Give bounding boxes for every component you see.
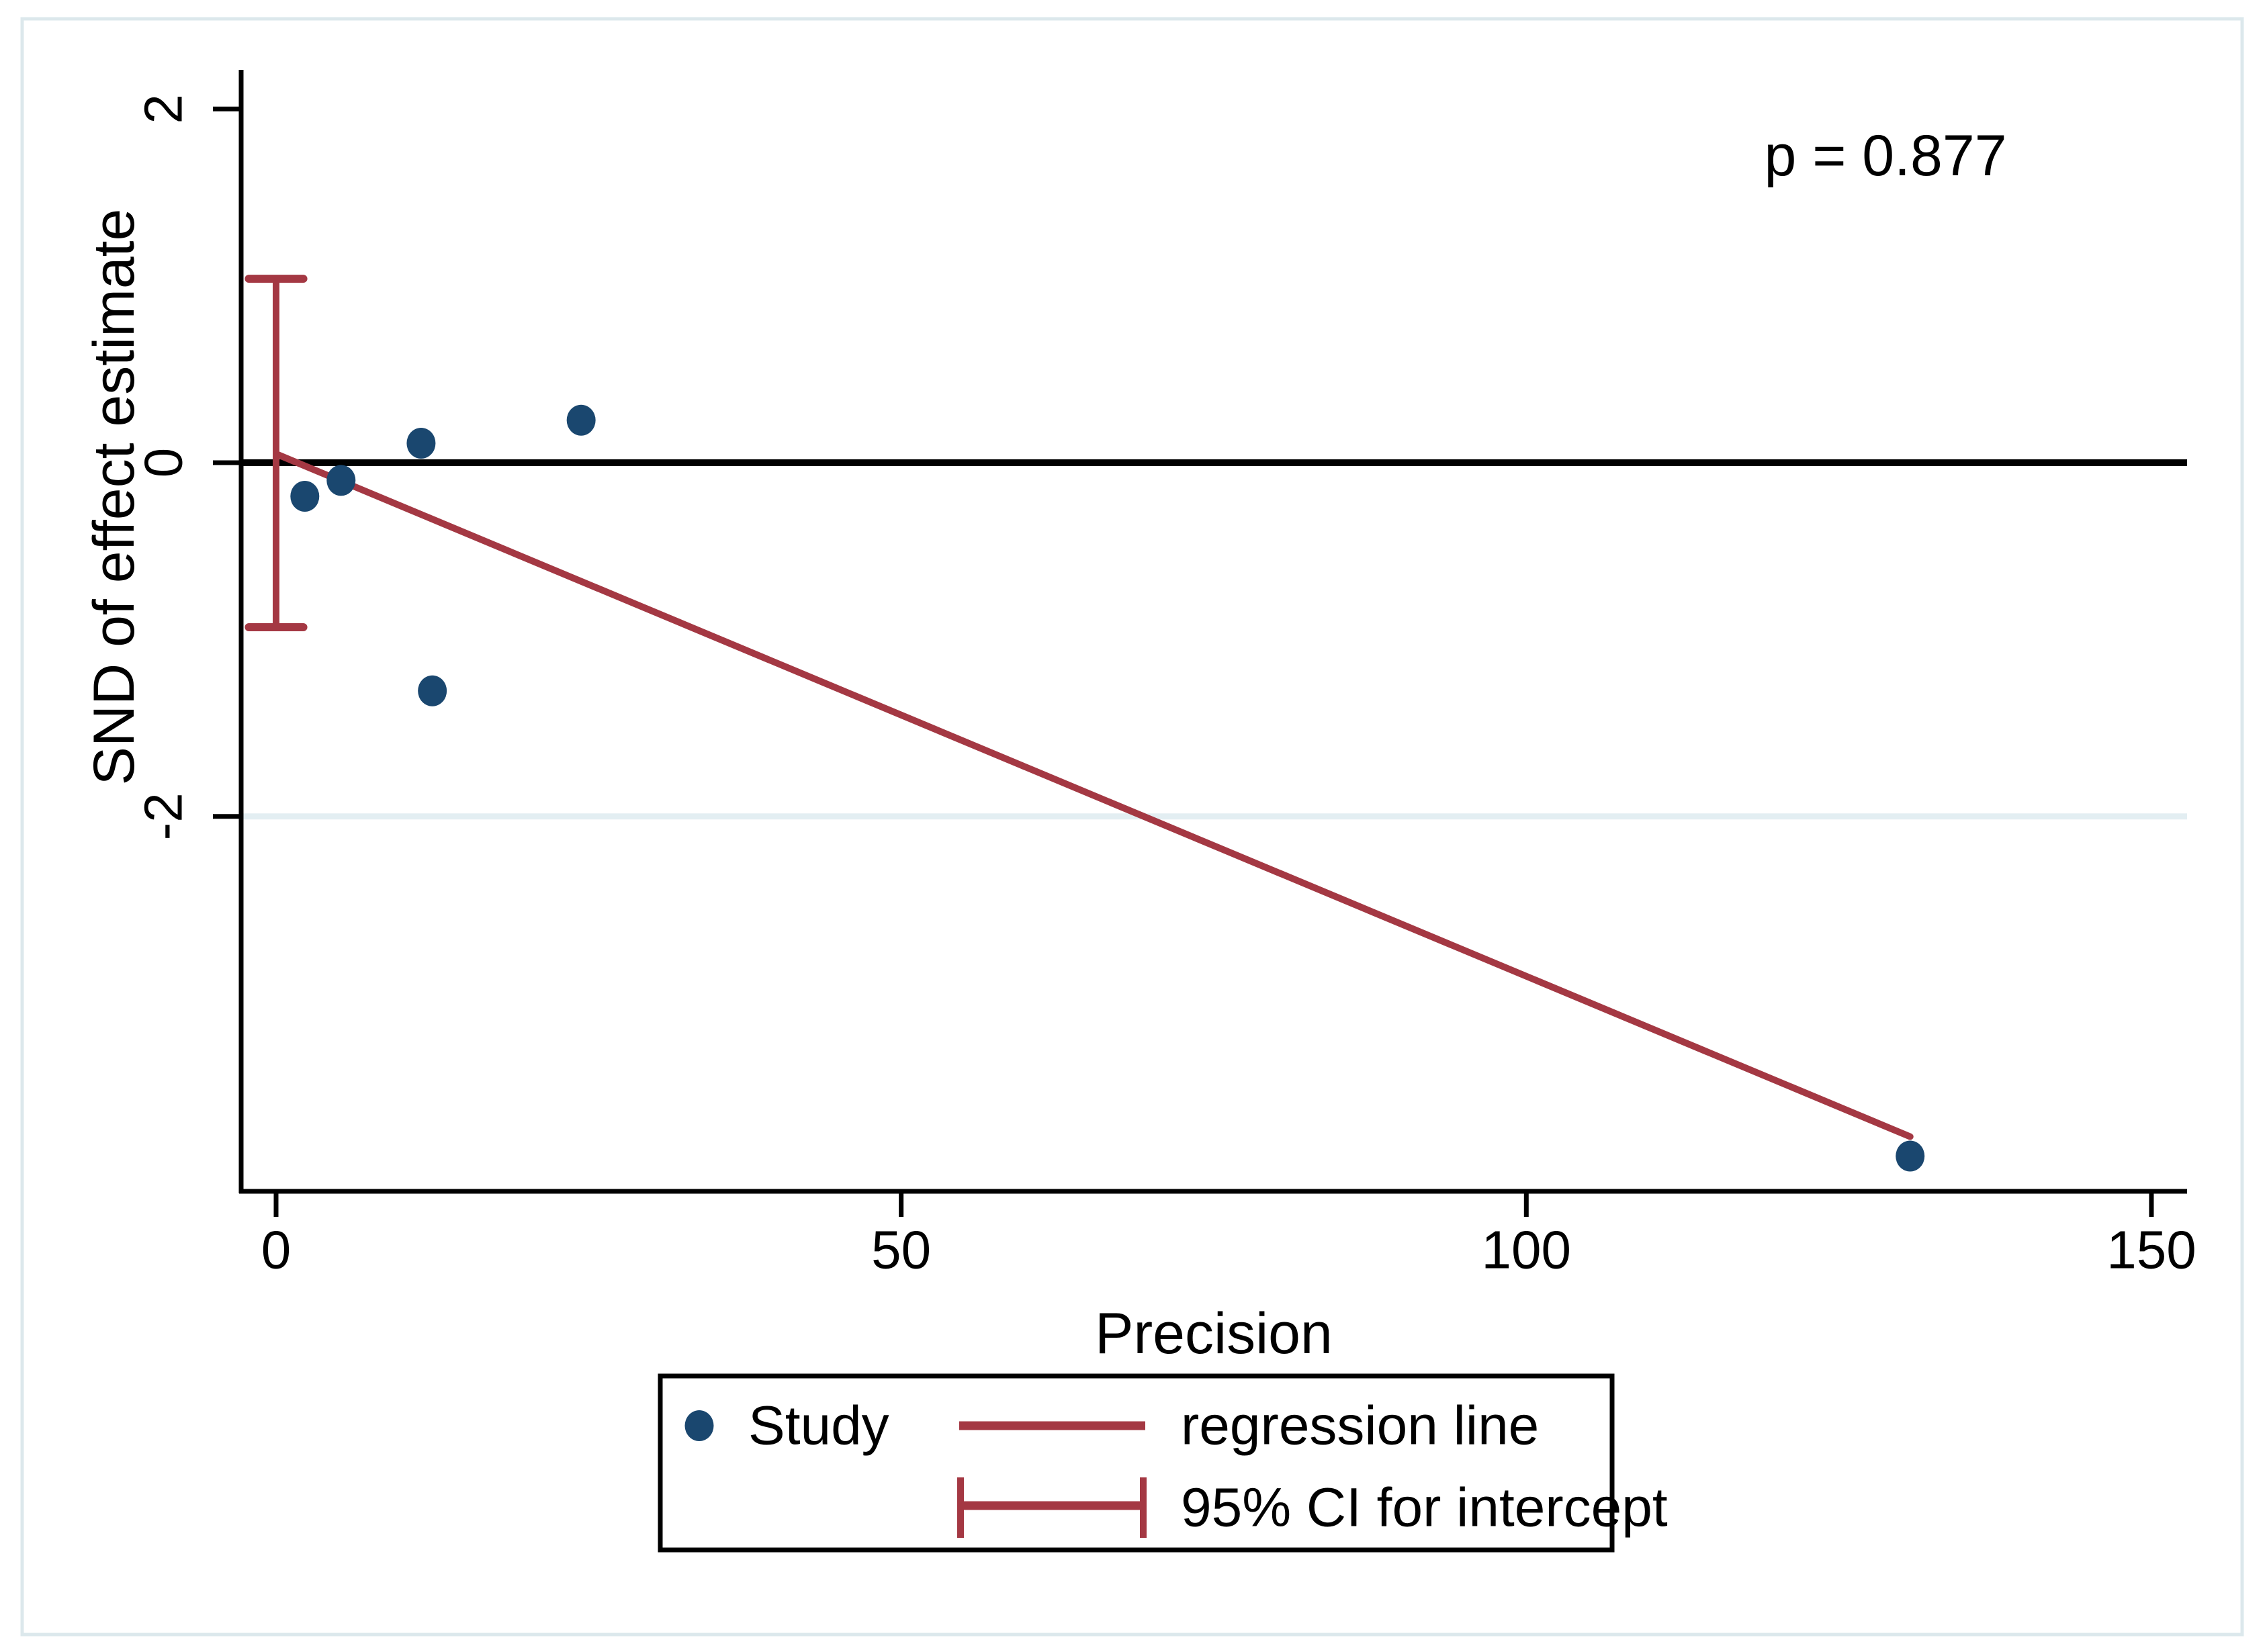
study-point (290, 481, 320, 512)
study-points-layer (290, 404, 1925, 1172)
legend-ci-label: 95% CI for intercept (1181, 1477, 1668, 1539)
study-point (566, 404, 596, 436)
y-axis-title: SND of effect estimate (82, 209, 146, 786)
study-point (406, 428, 436, 459)
regression-line (273, 450, 1914, 1140)
y-tick-label: 0 (134, 448, 193, 478)
legend-regression-label: regression line (1181, 1395, 1539, 1457)
legend-box (658, 1373, 1615, 1553)
x-axis-title: Precision (1095, 1301, 1333, 1366)
study-point (326, 465, 356, 496)
figure-frame-border (20, 17, 2244, 1637)
regression-line-layer (273, 450, 1914, 1140)
x-tick-label: 0 (261, 1220, 292, 1280)
axes-layer: 0 50 100 150 2 0 -2 (134, 70, 2196, 1280)
legend: Study regression line 95% CI for interce… (658, 1373, 1668, 1553)
study-point (418, 675, 447, 706)
legend-study-label: Study (748, 1395, 889, 1457)
x-tick-label: 50 (871, 1220, 931, 1280)
x-tick-label: 100 (1482, 1220, 1571, 1280)
p-value-annotation: p = 0.877 (1764, 124, 2006, 188)
y-tick-label: 2 (134, 94, 193, 124)
y-tick-label: -2 (134, 792, 193, 840)
legend-ci-errorbar-icon (957, 1477, 1147, 1538)
x-tick-label: 150 (2106, 1220, 2196, 1280)
study-point (1896, 1140, 1925, 1172)
legend-study-point-icon (684, 1410, 714, 1441)
